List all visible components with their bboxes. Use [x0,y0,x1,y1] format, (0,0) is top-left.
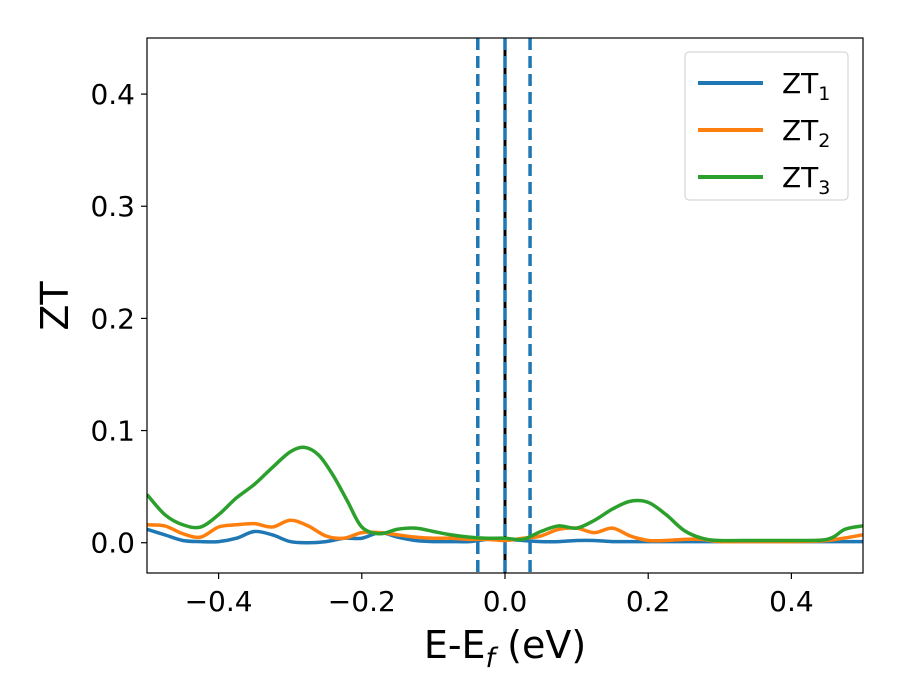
legend-label: ZT2 [782,114,830,152]
x-axis-title-main: E-E [424,623,486,667]
y-tick-label: 0.3 [90,190,135,223]
y-tick-label: 0.4 [90,78,135,111]
legend-label: ZT1 [782,67,830,105]
series-line-zt3 [147,445,863,543]
x-tick-label: 0.0 [483,585,528,618]
y-tick-label: 0.1 [90,415,135,448]
x-axis-ticks: −0.4 −0.2 0.0 0.2 0.4 [185,573,814,618]
x-tick-label: 0.4 [769,585,814,618]
y-axis-ticks: 0.0 0.1 0.2 0.3 0.4 [90,78,147,560]
x-tick-label: −0.4 [185,585,253,618]
x-tick-label: 0.2 [626,585,671,618]
legend-items: ZT1 ZT2 ZT3 [698,67,830,199]
y-axis-title: ZT [33,281,77,331]
legend-label: ZT3 [782,161,830,199]
y-tick-label: 0.2 [90,302,135,335]
x-tick-label: −0.2 [328,585,396,618]
legend-frame [684,51,849,201]
legend: ZT1 ZT2 ZT3 [684,51,849,201]
reference-lines [476,38,532,573]
x-axis-title: E-Ef (eV) [424,623,586,674]
series-line-zt2 [147,518,863,544]
series-lines [147,445,863,545]
y-tick-label: 0.0 [90,527,135,560]
x-axis-title-unit: (eV) [495,623,586,667]
